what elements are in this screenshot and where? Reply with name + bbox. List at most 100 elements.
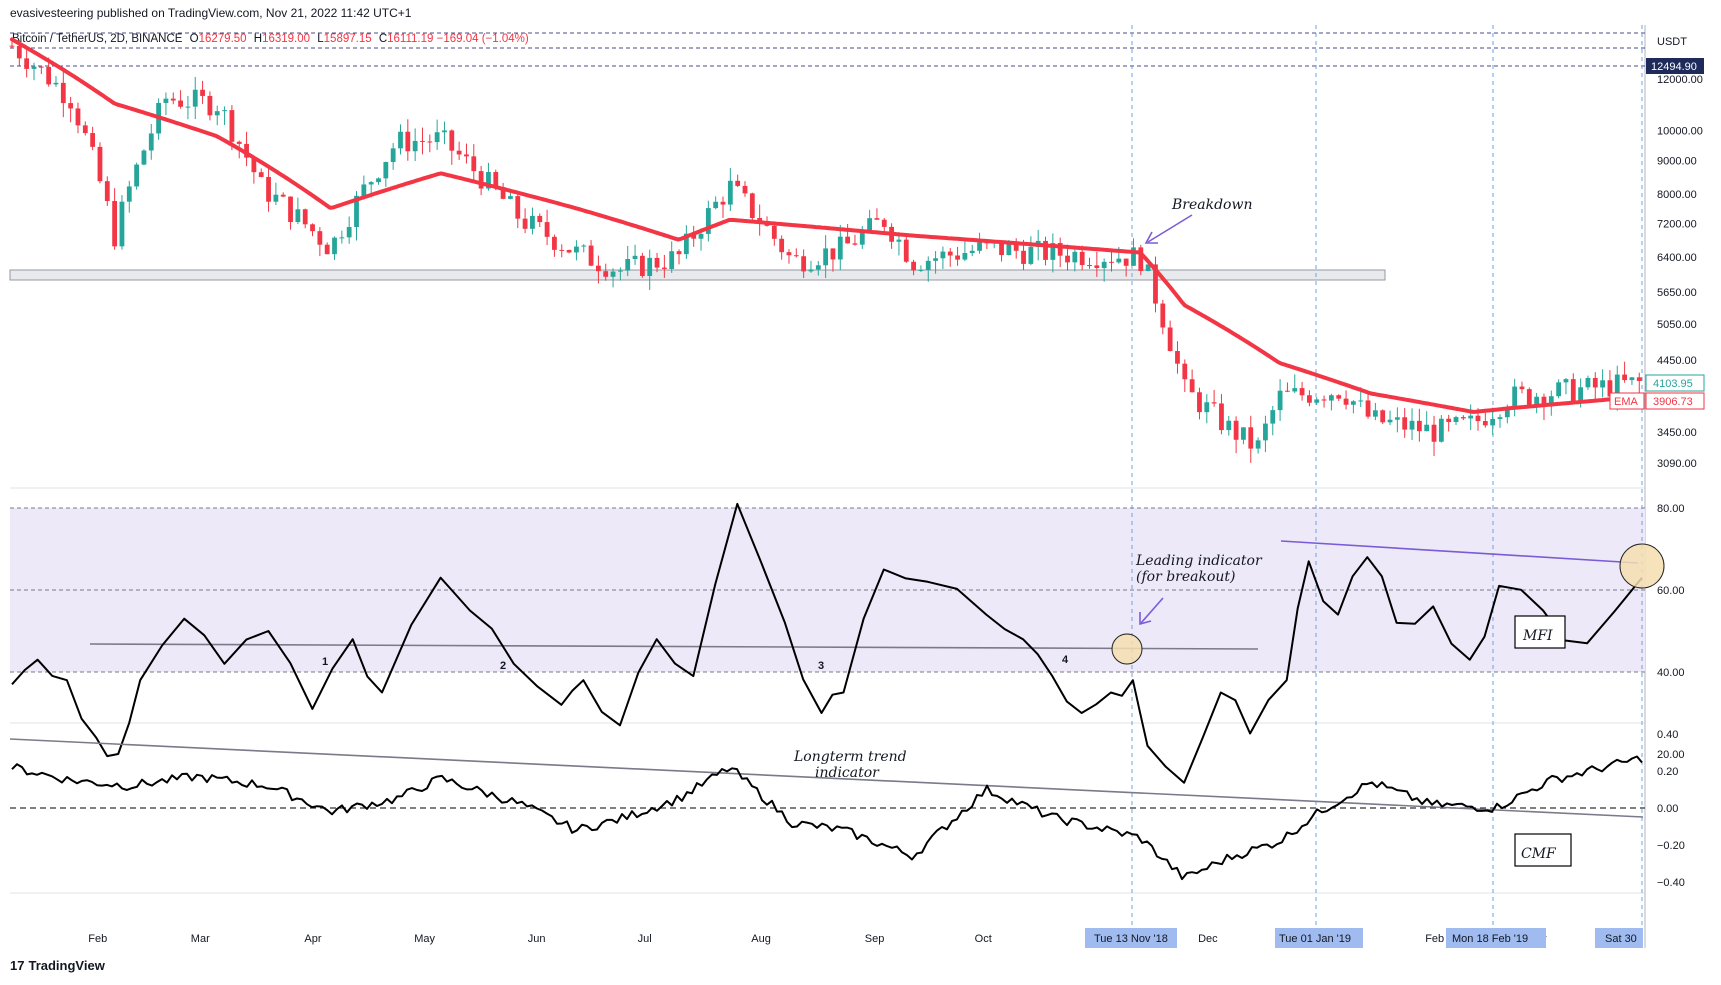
price-tick-label: 10000.00 bbox=[1657, 126, 1703, 138]
candle bbox=[141, 149, 147, 166]
candle bbox=[889, 223, 894, 249]
candle bbox=[1570, 373, 1576, 403]
candle bbox=[1167, 320, 1173, 352]
candle bbox=[639, 252, 645, 278]
candle bbox=[654, 252, 660, 273]
candle bbox=[676, 249, 682, 265]
candle bbox=[955, 246, 960, 266]
candle bbox=[940, 246, 946, 269]
candle bbox=[60, 69, 66, 118]
mfi-divergence-trendline bbox=[1280, 540, 1639, 564]
candle bbox=[749, 192, 755, 224]
symbol-legend: Bitcoin / TetherUS, 2D, BINANCE O16279.5… bbox=[12, 33, 529, 45]
candle bbox=[163, 92, 169, 116]
candle bbox=[713, 196, 719, 210]
cmf-axis[interactable]: 0.40 0.20 0.00 −0.20 −0.40 bbox=[1657, 729, 1685, 889]
month-tick-label: Aug bbox=[751, 933, 771, 945]
candle bbox=[596, 255, 601, 284]
candle bbox=[903, 234, 909, 263]
candle bbox=[603, 263, 609, 281]
candle bbox=[977, 232, 982, 254]
candle bbox=[464, 143, 469, 164]
candle bbox=[1050, 233, 1056, 273]
candle bbox=[1101, 258, 1107, 282]
price-axis[interactable]: 12000.00 10000.00 9000.00 8000.00 7200.00 640… bbox=[1657, 74, 1703, 470]
candle bbox=[867, 209, 873, 234]
candle bbox=[1424, 411, 1430, 432]
candle bbox=[1299, 381, 1305, 401]
support-zone[interactable] bbox=[9, 269, 1386, 281]
candle bbox=[1109, 251, 1114, 272]
candle bbox=[1490, 407, 1496, 435]
month-tick-label: May bbox=[414, 933, 435, 945]
candle bbox=[1233, 416, 1239, 454]
candle bbox=[1241, 427, 1246, 445]
candle bbox=[815, 260, 821, 276]
candle bbox=[830, 248, 836, 272]
candle bbox=[537, 213, 543, 228]
price-tick-label: 3090.00 bbox=[1657, 458, 1697, 470]
cmf-annotation-line1: Longterm trend bbox=[793, 749, 907, 765]
candle bbox=[530, 207, 535, 235]
candle bbox=[38, 65, 44, 75]
candle bbox=[1028, 236, 1034, 266]
price-tick-label: 6400.00 bbox=[1657, 252, 1697, 264]
candle bbox=[280, 192, 286, 198]
price-tick-label: 8000.00 bbox=[1657, 189, 1697, 201]
candle bbox=[632, 244, 638, 265]
candle bbox=[207, 91, 213, 121]
candle bbox=[1446, 414, 1452, 432]
candle bbox=[933, 251, 938, 274]
candle bbox=[1307, 390, 1312, 407]
candle bbox=[1248, 415, 1254, 463]
candle bbox=[200, 80, 205, 104]
candle bbox=[82, 121, 88, 136]
mfi-marker-4: 4 bbox=[1062, 654, 1069, 666]
candle bbox=[500, 182, 506, 200]
price-tick-label: 4450.00 bbox=[1657, 355, 1697, 367]
mfi-axis[interactable]: 80.00 60.00 40.00 20.00 bbox=[1657, 503, 1685, 761]
candle bbox=[1336, 394, 1342, 401]
publisher-text: evasivesteering published on TradingView… bbox=[10, 6, 412, 20]
tradingview-logo[interactable]: 17 TradingView bbox=[10, 958, 105, 973]
candle bbox=[1072, 246, 1078, 272]
candle bbox=[874, 208, 880, 220]
candle bbox=[1211, 389, 1217, 407]
candle bbox=[1556, 379, 1562, 399]
tradingview-logo-mark: 17 bbox=[10, 958, 25, 973]
date-cursor-lines bbox=[1131, 25, 1643, 948]
date-tag-4: Sat 30 bbox=[1605, 933, 1637, 945]
candle bbox=[222, 106, 227, 126]
candle bbox=[845, 224, 851, 244]
candle bbox=[434, 119, 440, 150]
candle bbox=[376, 177, 381, 185]
candle bbox=[427, 134, 433, 153]
symbol-name[interactable]: Bitcoin / TetherUS, 2D, BINANCE bbox=[12, 33, 183, 45]
candle bbox=[793, 248, 799, 258]
candle bbox=[566, 249, 572, 254]
ohlc-close-value: 16111.19 bbox=[387, 33, 434, 45]
ohlc-open-value: 16279.50 bbox=[198, 33, 247, 45]
candle bbox=[317, 227, 323, 257]
candle bbox=[1175, 341, 1180, 374]
candle bbox=[1453, 415, 1459, 426]
candle bbox=[1365, 391, 1371, 419]
candle bbox=[104, 176, 110, 206]
candle bbox=[625, 245, 631, 277]
candle bbox=[735, 174, 741, 188]
candle bbox=[332, 236, 337, 260]
candle bbox=[1629, 376, 1635, 385]
price-change: −169.04 (−1.04%) bbox=[436, 33, 529, 45]
ema-value-tag-text: 3906.73 bbox=[1653, 396, 1693, 408]
candle bbox=[1563, 377, 1569, 395]
candle bbox=[610, 268, 616, 288]
candle bbox=[1585, 375, 1591, 390]
ema-name-tag-text: EMA bbox=[1614, 396, 1639, 408]
candle bbox=[1526, 387, 1532, 408]
candle bbox=[1270, 405, 1276, 436]
candle bbox=[1226, 415, 1232, 436]
cmf-tick-label: 0.40 bbox=[1657, 729, 1678, 741]
candle bbox=[837, 224, 843, 271]
price-tick-label: 3450.00 bbox=[1657, 427, 1697, 439]
